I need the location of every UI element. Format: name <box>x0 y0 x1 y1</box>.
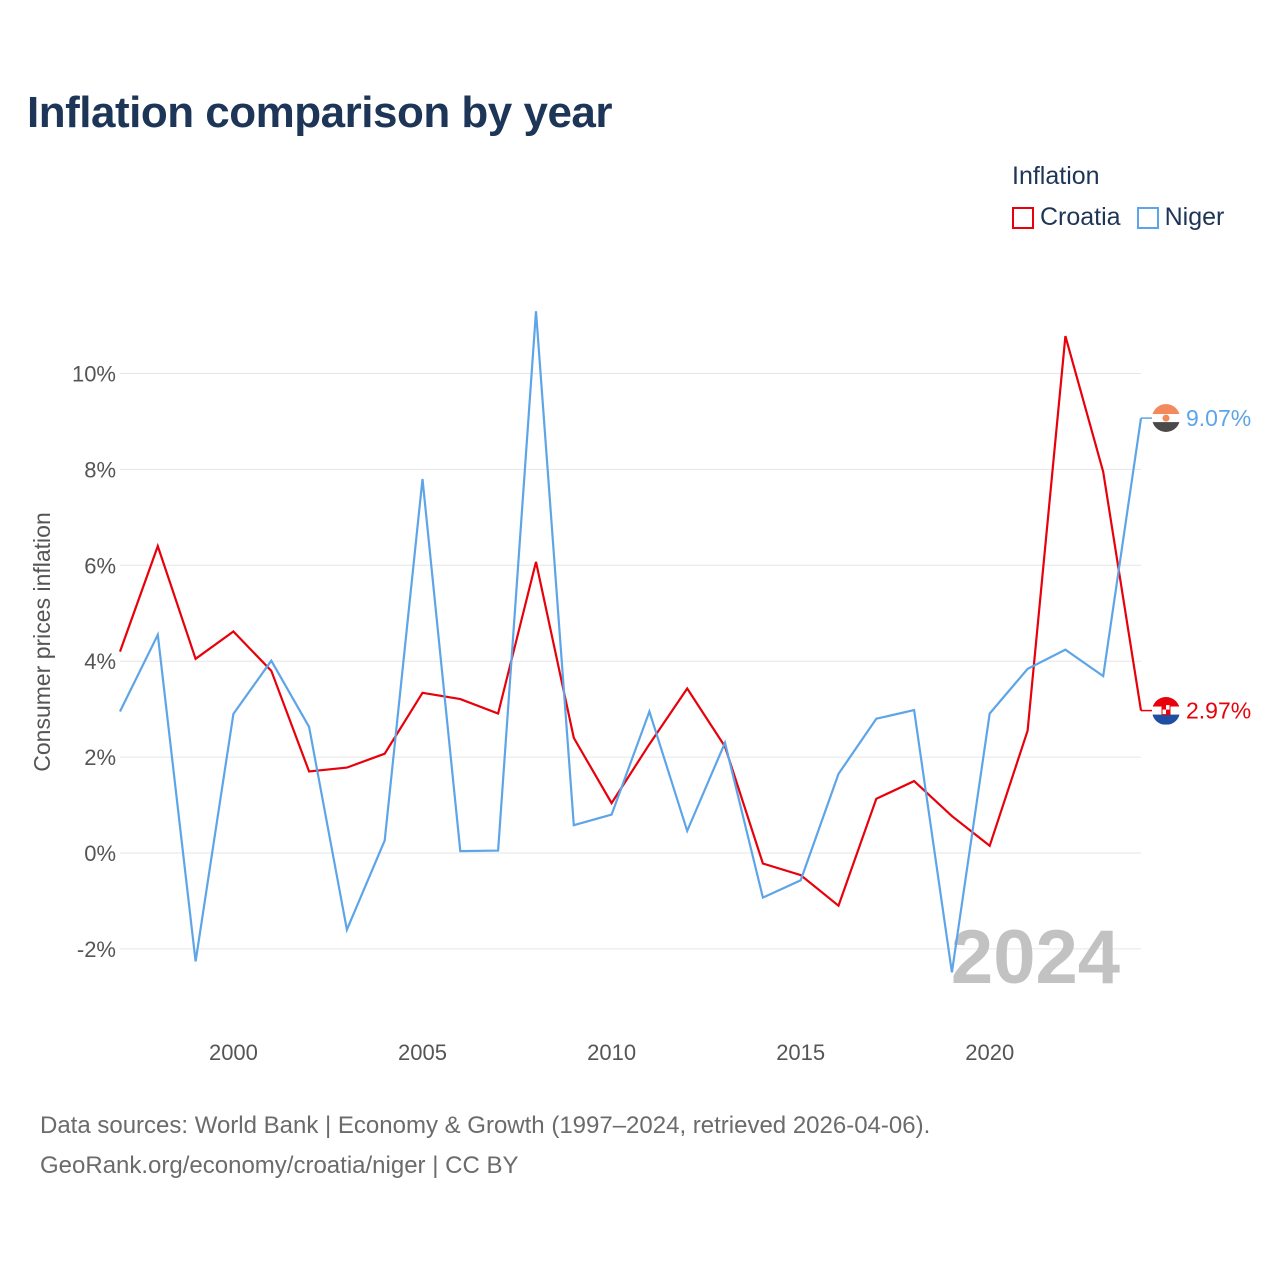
end-value-label-croatia: 2.97% <box>1186 698 1251 724</box>
year-watermark: 2024 <box>951 915 1120 1000</box>
y-tick-label: 8% <box>84 457 116 482</box>
series-line-niger <box>119 311 1143 973</box>
footer-sources: Data sources: World Bank | Economy & Gro… <box>40 1112 931 1139</box>
legend-swatch-croatia <box>1012 206 1034 229</box>
x-tick-label: 2000 <box>209 1040 258 1065</box>
x-tick-label: 2015 <box>776 1040 825 1065</box>
legend-item-niger[interactable]: Niger <box>1136 203 1225 232</box>
legend-title: Inflation <box>1012 162 1100 190</box>
footer: Data sources: World Bank | Economy & Gro… <box>40 1106 930 1186</box>
x-tick-label: 2010 <box>587 1040 636 1065</box>
end-value-label-niger: 9.07% <box>1186 405 1251 431</box>
y-tick-label: 10% <box>72 362 116 387</box>
series-line-croatia <box>118 335 1143 908</box>
y-tick-label: 2% <box>84 745 116 770</box>
y-tick-label: 0% <box>84 841 116 866</box>
legend-label-croatia: Croatia <box>1040 203 1121 231</box>
x-tick-label: 2005 <box>398 1040 447 1065</box>
legend: Inflation Croatia Niger <box>1012 162 1240 232</box>
y-tick-label: 4% <box>84 649 116 674</box>
croatia-flag-icon <box>1152 697 1180 725</box>
legend-swatch-niger <box>1136 206 1159 229</box>
y-tick-label: 6% <box>84 553 116 578</box>
y-axis-label: Consumer prices inflation <box>29 512 55 772</box>
legend-item-croatia[interactable]: Croatia <box>1012 203 1121 232</box>
x-tick-label: 2020 <box>965 1040 1014 1065</box>
legend-label-niger: Niger <box>1164 203 1225 231</box>
chart-title: Inflation comparison by year <box>27 88 613 137</box>
y-tick-label: -2% <box>77 937 116 962</box>
footer-url: GeoRank.org/economy/croatia/niger | CC B… <box>40 1152 519 1179</box>
niger-flag-icon <box>1152 404 1180 432</box>
